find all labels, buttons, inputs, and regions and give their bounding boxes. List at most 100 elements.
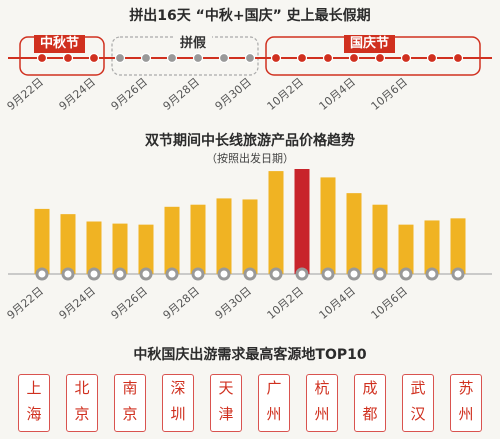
bar-dot xyxy=(425,267,439,281)
city-char: 圳 xyxy=(170,405,186,423)
national-day-label: 国庆节 xyxy=(344,35,396,53)
timeline-date-label: 10月6日 xyxy=(369,75,410,113)
city-card: 广州 xyxy=(258,374,290,432)
timeline-dot xyxy=(426,52,438,64)
city-char: 上 xyxy=(26,379,42,397)
timeline-dot xyxy=(244,52,256,64)
city-char: 广 xyxy=(266,379,282,397)
city-char: 汉 xyxy=(410,405,426,423)
x-tick-label: 9月22日 xyxy=(5,284,46,322)
city-char: 深 xyxy=(170,379,186,397)
timeline-date-label: 10月4日 xyxy=(317,75,358,113)
bar xyxy=(34,208,50,274)
timeline-dot xyxy=(114,52,126,64)
timeline-date-label: 9月26日 xyxy=(109,75,150,113)
city-char: 州 xyxy=(266,405,282,423)
city-card: 北京 xyxy=(66,374,98,432)
timeline-dot xyxy=(374,52,386,64)
timeline-dot xyxy=(36,52,48,64)
origins-title: 中秋国庆出游需求最高客源地TOP10 xyxy=(133,347,367,363)
bar xyxy=(86,221,102,274)
timeline-date-label: 9月24日 xyxy=(57,75,98,113)
bar xyxy=(190,204,206,274)
x-tick-label: 10月6日 xyxy=(369,284,410,322)
bar xyxy=(294,169,310,274)
city-card: 上海 xyxy=(18,374,50,432)
city-card: 天津 xyxy=(210,374,242,432)
timeline-dot xyxy=(192,52,204,64)
holiday-timeline: 9月22日 9月24日 9月26日 9月28日 9月30日 10月2日 10月4日 10月6日 xyxy=(5,36,492,113)
city-card: 南京 xyxy=(114,374,146,432)
timeline-dot xyxy=(166,52,178,64)
timeline-date-label: 10月2日 xyxy=(265,75,306,113)
timeline-dot xyxy=(348,52,360,64)
city-card: 武汉 xyxy=(402,374,434,432)
city-card: 深圳 xyxy=(162,374,194,432)
city-char: 天 xyxy=(218,379,234,397)
bar-dot xyxy=(139,267,153,281)
bar xyxy=(398,224,414,274)
x-tick-label: 9月26日 xyxy=(109,284,150,322)
bar xyxy=(268,171,284,274)
bar-dot xyxy=(217,267,231,281)
city-char: 州 xyxy=(314,405,330,423)
timeline-dot xyxy=(322,52,334,64)
city-card: 成都 xyxy=(354,374,386,432)
timeline-date-label: 9月30日 xyxy=(213,75,254,113)
city-char: 州 xyxy=(458,405,474,423)
bridge-days-label: 拼假 xyxy=(174,35,213,53)
city-card: 杭州 xyxy=(306,374,338,432)
bar xyxy=(424,220,440,274)
city-char: 都 xyxy=(362,405,378,423)
bar xyxy=(320,177,336,274)
x-tick-label: 9月28日 xyxy=(161,284,202,322)
bar-dot xyxy=(269,267,283,281)
timeline-dot xyxy=(270,52,282,64)
mid-autumn-label: 中秋节 xyxy=(34,35,86,53)
city-char: 苏 xyxy=(458,379,474,397)
bar-dot xyxy=(451,267,465,281)
timeline-date-label: 9月28日 xyxy=(161,75,202,113)
timeline-dot xyxy=(88,52,100,64)
timeline-dot xyxy=(62,52,74,64)
bar xyxy=(346,193,362,274)
bar xyxy=(242,199,258,274)
bar-dot xyxy=(35,267,49,281)
bar xyxy=(112,223,128,274)
chart-title: 双节期间中长线旅游产品价格趋势 xyxy=(145,133,355,149)
bar-dot xyxy=(61,267,75,281)
bar-dot xyxy=(321,267,335,281)
bar xyxy=(138,224,154,274)
city-card: 苏州 xyxy=(450,374,482,432)
bar-dot xyxy=(113,267,127,281)
city-char: 武 xyxy=(410,379,426,397)
bar-dot xyxy=(399,267,413,281)
bar-dot xyxy=(295,267,309,281)
price-trend-chart: 9月22日 9月24日 9月26日 9月28日 9月30日 10月2日 10月4日 10月6日 xyxy=(5,169,492,322)
chart-subtitle: （按照出发日期） xyxy=(206,152,294,165)
timeline-dot xyxy=(452,52,464,64)
bar-dot xyxy=(373,267,387,281)
city-char: 杭 xyxy=(314,379,330,397)
city-char: 京 xyxy=(122,405,138,423)
timeline-dot xyxy=(140,52,152,64)
bar-dot xyxy=(165,267,179,281)
headline: 拼出16天 “中秋+国庆” 史上最长假期 xyxy=(129,8,371,24)
city-char: 北 xyxy=(74,379,90,397)
bar-dot xyxy=(347,267,361,281)
x-tick-label: 9月30日 xyxy=(213,284,254,322)
bar xyxy=(60,214,76,274)
bar xyxy=(164,206,180,274)
timeline-dot xyxy=(400,52,412,64)
x-tick-label: 10月4日 xyxy=(317,284,358,322)
timeline-date-label: 9月22日 xyxy=(5,75,46,113)
bar xyxy=(372,204,388,274)
city-char: 海 xyxy=(26,405,42,423)
city-char: 南 xyxy=(122,379,138,397)
bar-dot xyxy=(87,267,101,281)
city-char: 京 xyxy=(74,405,90,423)
bar-dot xyxy=(191,267,205,281)
x-tick-label: 10月2日 xyxy=(265,284,306,322)
bar xyxy=(450,218,466,274)
city-char: 津 xyxy=(218,405,234,423)
